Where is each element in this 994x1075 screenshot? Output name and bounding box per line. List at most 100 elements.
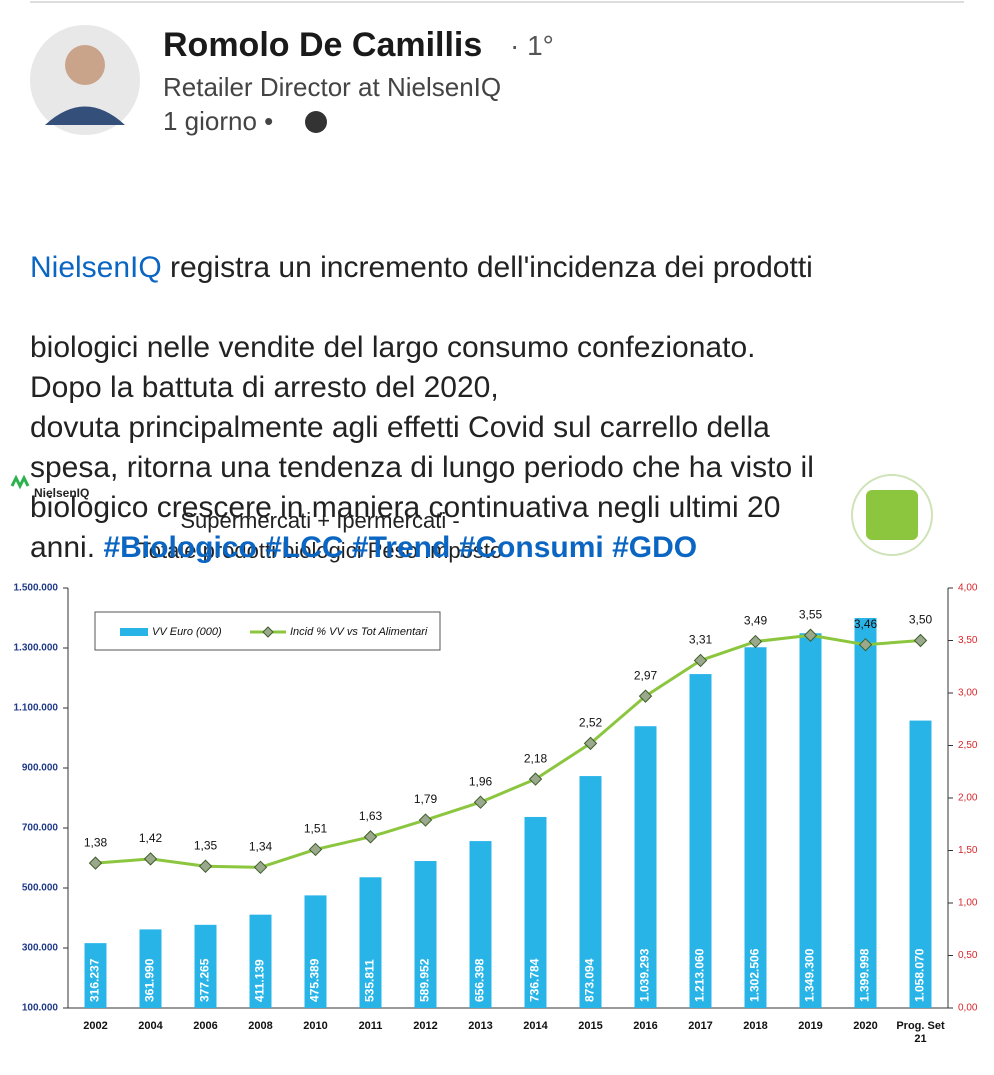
line-marker <box>913 633 928 648</box>
line-value-label: 3,50 <box>909 613 933 627</box>
x-tick-label: 2004 <box>138 1020 163 1032</box>
post-body: NielsenIQ registra un incremento dell'in… <box>30 168 814 568</box>
bar <box>579 776 602 1008</box>
x-tick-label: 2017 <box>688 1020 713 1032</box>
line-value-label: 1,42 <box>139 831 163 845</box>
body-line: biologici nelle vendite del largo consum… <box>30 331 756 364</box>
author-headline: Retailer Director at NielsenIQ <box>163 72 502 102</box>
y-tick-label: 700.000 <box>22 823 59 834</box>
bar-value-label: 316.237 <box>88 958 102 1002</box>
bar-value-label: 535.811 <box>363 959 377 1002</box>
body-line: biologico crescere in maniera continuati… <box>30 491 781 524</box>
y-tick-label: 1.100.000 <box>14 703 59 714</box>
line-marker <box>308 842 323 857</box>
line-value-label: 3,46 <box>854 617 878 631</box>
body-line: anni. #Biologico #LCC #Trend #Consumi #GDO <box>30 528 814 568</box>
line-marker <box>363 830 378 844</box>
y2-tick-label: 1,00 <box>958 898 978 909</box>
y-tick-label: 500.000 <box>22 883 59 894</box>
bar-value-label: 361.990 <box>143 958 157 1002</box>
x-tick-label: 2008 <box>248 1020 273 1032</box>
bar-value-label: 873.094 <box>583 958 597 1002</box>
line-value-label: 3,49 <box>744 614 768 628</box>
y2-tick-label: 2,50 <box>958 740 978 751</box>
author-name[interactable]: Romolo De Camillis <box>163 26 483 64</box>
line-value-label: 3,31 <box>689 633 713 647</box>
bar <box>744 647 767 1008</box>
x-tick-label: 2019 <box>798 1020 823 1032</box>
line-value-label: 2,97 <box>634 668 658 682</box>
y-tick-label: 1.500.000 <box>14 583 59 594</box>
x-tick-label: 2012 <box>413 1020 438 1032</box>
line-marker <box>748 634 763 649</box>
legend-marker <box>262 626 274 638</box>
legend-label: Incid % VV vs Tot Alimentari <box>290 626 428 638</box>
line-marker <box>638 689 653 703</box>
post-time: 1 giorno • <box>163 106 274 136</box>
body-line: dovuta principalmente agli effetti Covid… <box>30 411 770 444</box>
x-tick-label: 2010 <box>303 1020 328 1032</box>
x-tick-label: 2018 <box>743 1020 768 1032</box>
hashtag[interactable]: #GDO <box>612 531 698 564</box>
chart-title: Supermercati + Ipermercati - <box>180 508 459 533</box>
avatar-face <box>65 45 105 85</box>
body-line: Dopo la battuta di arresto del 2020, <box>30 371 499 404</box>
x-tick-label: 2006 <box>193 1020 218 1032</box>
hashtag[interactable]: #LCC <box>265 531 344 564</box>
logo-text: NielsenIQ <box>34 486 89 500</box>
chart-title: Totale prodotti biologici Peso Imposto <box>138 538 502 563</box>
x-tick-label: 2013 <box>468 1020 493 1032</box>
line-marker <box>693 653 708 668</box>
line-value-label: 1,63 <box>359 809 383 823</box>
bar <box>414 861 437 1008</box>
body-line: NielsenIQ registra un incremento dell'in… <box>30 248 814 288</box>
line-marker <box>143 852 158 866</box>
line-marker <box>418 813 433 827</box>
hashtag[interactable]: #Trend <box>351 531 451 564</box>
bar <box>799 633 822 1008</box>
bar <box>84 943 107 1008</box>
y2-tick-label: 0,50 <box>958 950 978 961</box>
bar-value-label: 1.399.998 <box>858 948 872 1002</box>
x-tick-label: 2002 <box>83 1020 108 1032</box>
bar <box>249 914 272 1008</box>
line-value-label: 1,35 <box>194 838 218 852</box>
bar <box>524 816 547 1008</box>
x-tick-label: 2015 <box>578 1020 603 1032</box>
line-marker <box>528 772 543 786</box>
text: registra un incremento dell'incidenza de… <box>161 251 813 284</box>
bar-value-label: 1.302.506 <box>748 948 762 1002</box>
line-value-label: 1,51 <box>304 822 328 836</box>
y2-tick-label: 3,00 <box>958 688 978 699</box>
body-line: spesa, ritorna una tendenza di lungo per… <box>30 451 814 484</box>
line-value-label: 1,34 <box>249 839 273 853</box>
line-value-label: 1,38 <box>84 835 108 849</box>
chart-image <box>3 462 991 1052</box>
bar <box>909 720 932 1008</box>
line-marker <box>88 856 103 870</box>
bar-value-label: 1.213.060 <box>693 948 707 1002</box>
x-tick-label: Prog. Set 21 <box>896 1020 945 1045</box>
hashtag[interactable]: #Biologico <box>103 531 257 564</box>
bar-value-label: 411.139 <box>253 959 267 1002</box>
hashtag[interactable]: #Consumi <box>458 531 604 564</box>
globe-icon <box>305 111 327 133</box>
legend-swatch <box>120 628 148 636</box>
line-marker <box>858 637 873 652</box>
bar <box>689 674 712 1008</box>
connection-degree: · 1° <box>510 30 554 61</box>
bar-value-label: 475.389 <box>308 958 322 1002</box>
bar <box>194 924 217 1008</box>
line <box>95 633 921 869</box>
bar-value-label: 589.952 <box>418 958 432 1002</box>
bar-value-label: 1.039.293 <box>638 948 652 1002</box>
line-value-label: 3,55 <box>799 607 823 621</box>
bar-value-label: 656.398 <box>473 958 487 1002</box>
text: anni. <box>30 531 96 564</box>
y-tick-label: 900.000 <box>22 763 59 774</box>
mention[interactable]: NielsenIQ <box>30 251 162 284</box>
bar <box>139 929 162 1008</box>
y2-tick-label: 2,00 <box>958 793 978 804</box>
x-tick-label: 2016 <box>633 1020 658 1032</box>
